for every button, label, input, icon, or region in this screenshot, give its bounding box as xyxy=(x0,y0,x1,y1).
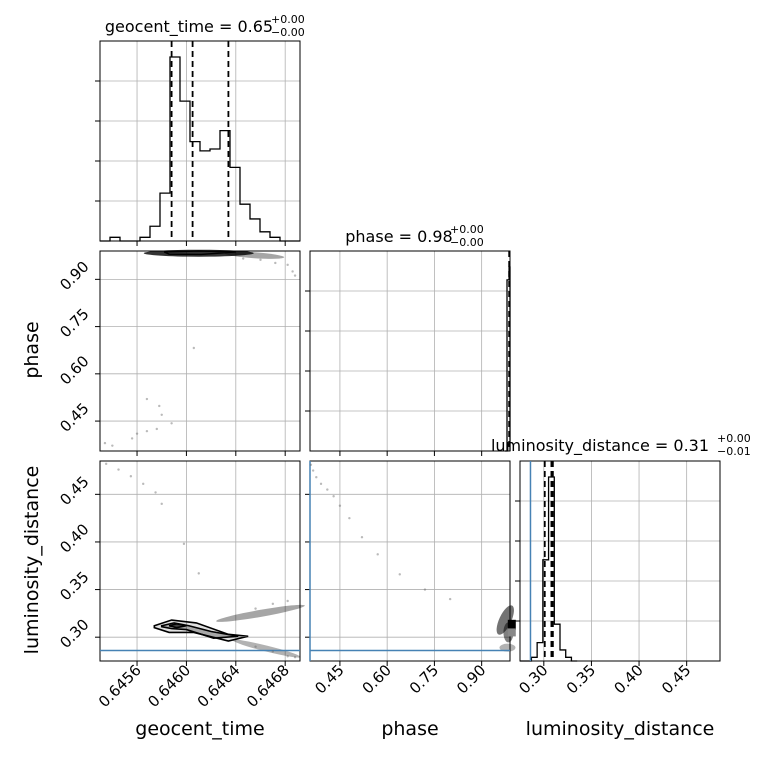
scatter-point xyxy=(448,597,452,601)
scatter-point xyxy=(309,463,313,467)
panel-frame xyxy=(519,460,721,662)
density-band xyxy=(224,251,285,259)
scatter-point xyxy=(286,599,289,603)
scatter-point xyxy=(311,469,315,472)
scatter-point xyxy=(332,495,335,498)
density-arc xyxy=(499,643,516,652)
scatter-point xyxy=(326,488,329,491)
scatter-point xyxy=(160,413,163,416)
scatter-point xyxy=(259,258,262,262)
x-tick-label: 0.6464 xyxy=(194,661,244,711)
xlabel-geocent-time: geocent_time xyxy=(135,718,264,740)
title-phase-plus: +0.00 xyxy=(450,223,484,236)
scatter-point xyxy=(117,468,120,471)
xlabel-luminosity-distance: luminosity_distance xyxy=(526,718,715,740)
y-tick-label: 0.35 xyxy=(56,568,92,604)
y-tick-label: 0.45 xyxy=(56,399,92,435)
xlabel-phase: phase xyxy=(381,718,438,740)
scatter-point xyxy=(286,655,289,658)
y-tick-label: 0.45 xyxy=(56,473,92,509)
x-tick-label: 0.45 xyxy=(658,661,694,697)
scatter-point xyxy=(158,404,161,408)
title-luminosity-distance-plus: +0.00 xyxy=(717,432,751,445)
x-tick-label: 0.6468 xyxy=(243,661,293,711)
scatter-point xyxy=(254,607,257,610)
scatter-point xyxy=(155,427,158,431)
panel-frame xyxy=(99,460,301,662)
y-tick-label: 0.90 xyxy=(56,258,92,294)
scatter-point xyxy=(286,263,289,267)
scatter-point xyxy=(111,444,114,447)
scatter-point xyxy=(360,535,364,539)
panel-frame xyxy=(99,40,301,242)
x-tick-label: 0.60 xyxy=(359,661,395,697)
scatter-point xyxy=(192,346,196,350)
title-phase: phase = 0.98 xyxy=(345,227,452,246)
scatter-point xyxy=(103,441,107,445)
scatter-point xyxy=(274,261,277,265)
y-tick-label: 0.30 xyxy=(56,615,92,651)
title-phase-minus: −0.00 xyxy=(450,236,484,249)
title-luminosity-distance-minus: −0.01 xyxy=(717,445,751,458)
y-tick-label: 0.60 xyxy=(56,352,92,388)
scatter-point xyxy=(160,502,163,506)
histogram-geocent-time xyxy=(100,56,300,242)
y-tick-label: 0.40 xyxy=(56,520,92,556)
density-arm xyxy=(232,639,301,658)
scatter-point xyxy=(130,437,134,440)
scatter-point xyxy=(254,645,257,648)
x-tick-label: 0.90 xyxy=(453,661,489,697)
density-peak xyxy=(507,619,516,630)
scatter-point xyxy=(129,475,133,478)
scatter-point xyxy=(182,542,186,546)
contour-line xyxy=(168,623,187,629)
density-arm xyxy=(216,604,305,622)
scatter-point xyxy=(145,429,149,433)
scatter-point xyxy=(170,422,173,425)
scatter-point xyxy=(242,257,245,260)
title-geocent-time-minus: −0.00 xyxy=(271,26,305,39)
scatter-point xyxy=(293,274,297,277)
scatter-point xyxy=(376,553,379,556)
x-tick-label: 0.35 xyxy=(563,661,599,697)
title-geocent-time: geocent_time = 0.65 xyxy=(105,17,273,37)
scatter-point xyxy=(315,475,318,479)
title-luminosity-distance: luminosity_distance = 0.31 xyxy=(491,436,709,456)
scatter-point xyxy=(145,397,149,401)
x-tick-label: 0.6456 xyxy=(95,661,145,711)
x-tick-label: 0.40 xyxy=(611,661,647,697)
ylabel-luminosity-distance: luminosity_distance xyxy=(21,466,43,655)
scatter-point xyxy=(398,573,401,576)
x-tick-label: 0.6460 xyxy=(144,661,194,711)
scatter-point xyxy=(271,650,275,653)
y-tick-label: 0.75 xyxy=(56,305,92,341)
scatter-point xyxy=(291,270,294,273)
ylabel-phase: phase xyxy=(21,321,43,378)
scatter-point xyxy=(142,482,145,486)
scatter-point xyxy=(104,462,108,466)
x-tick-label: 0.75 xyxy=(406,661,442,697)
scatter-point xyxy=(338,504,342,507)
scatter-point xyxy=(293,655,297,659)
contour-line xyxy=(163,250,236,256)
scatter-point xyxy=(197,572,200,575)
x-tick-label: 0.45 xyxy=(311,661,347,697)
scatter-point xyxy=(271,602,275,606)
contour-line xyxy=(153,619,249,642)
scatter-point xyxy=(154,491,157,494)
title-geocent-time-plus: +0.00 xyxy=(271,13,305,26)
density-peak xyxy=(507,628,516,637)
histogram-luminosity-distance xyxy=(520,476,578,662)
scatter-point xyxy=(319,482,323,486)
scatter-point xyxy=(135,432,139,435)
scatter-point xyxy=(423,588,427,591)
x-tick-label: 0.30 xyxy=(515,661,551,697)
scatter-point xyxy=(348,516,351,520)
